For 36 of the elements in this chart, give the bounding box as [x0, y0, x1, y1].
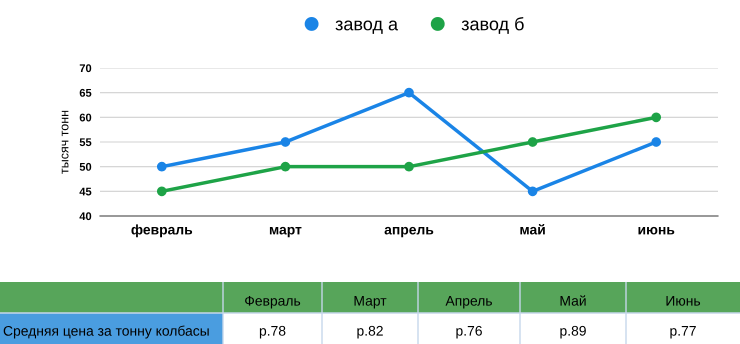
x-tick-label: июнь — [638, 226, 674, 235]
point — [528, 186, 538, 196]
x-tick-label: май — [520, 224, 545, 235]
category-label: Апрель — [445, 296, 492, 308]
category-label: Февраль — [245, 296, 300, 308]
point — [528, 137, 538, 147]
x-tick-label: апрель — [384, 226, 434, 238]
x-tick-label: февраль — [131, 224, 192, 238]
category-label: Май — [560, 295, 586, 306]
point — [280, 137, 290, 147]
y-axis-title: тысяч тонн — [62, 110, 69, 174]
point — [156, 162, 167, 172]
legend-label: завод а — [336, 20, 398, 34]
point — [280, 162, 290, 172]
y-tick-label: 60 — [80, 114, 92, 122]
y-tick-label: 65 — [80, 88, 92, 97]
point — [651, 137, 662, 147]
text: р.76 — [456, 326, 482, 338]
y-tick-label: 45 — [79, 188, 92, 196]
category-label: Июнь — [666, 296, 700, 306]
point — [404, 88, 414, 98]
y-tick-label: 50 — [80, 162, 92, 171]
y-tick-label: 70 — [80, 64, 92, 72]
legend-label: завод б — [462, 17, 524, 34]
category-label: Март — [354, 296, 386, 308]
point — [651, 112, 662, 122]
text: р.77 — [670, 326, 696, 338]
text: р.78 — [260, 326, 286, 338]
point — [404, 162, 414, 172]
text: р.82 — [357, 326, 383, 338]
y-tick-label: 40 — [79, 212, 92, 220]
text: Средняя цена за тонну колбасы — [4, 325, 209, 339]
text: р.89 — [560, 326, 586, 338]
x-tick-label: март — [270, 226, 302, 238]
point — [156, 186, 167, 196]
y-tick-label: 55 — [80, 138, 92, 146]
